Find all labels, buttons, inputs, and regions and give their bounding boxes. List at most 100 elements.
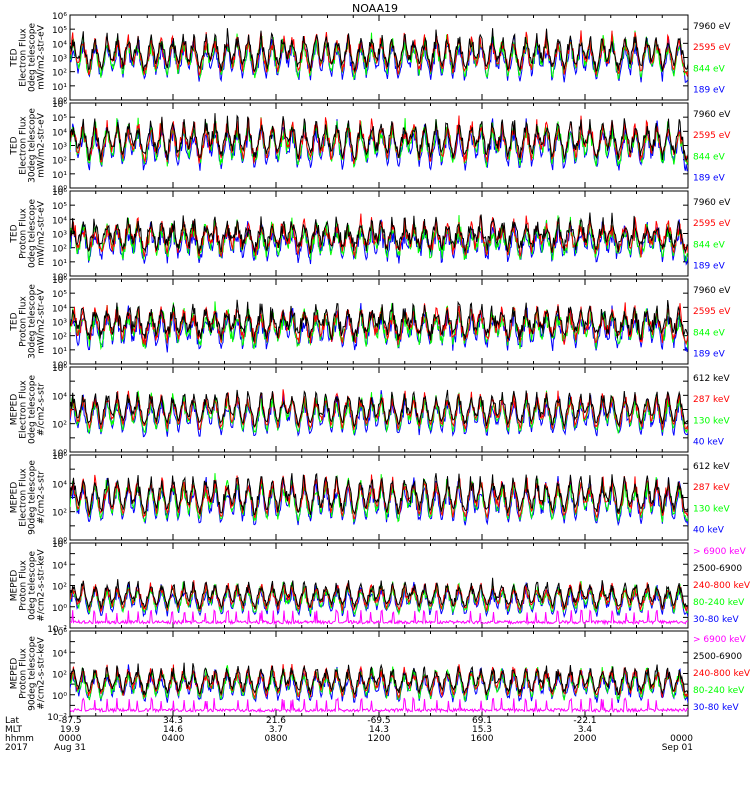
panels-group: 10⁰ 10¹ 10² 10³ 10⁴ 10⁵ 10⁶ TEDElectron Flux0de… [10, 12, 750, 723]
legend-entry: 7960 eV [693, 286, 731, 296]
legend-entry: 30-80 keV [693, 615, 739, 625]
y-tick-label: 10⁶ [52, 540, 67, 550]
legend-entry: 189 eV [693, 262, 726, 272]
x-tick-label: 0400 [162, 734, 185, 744]
x-tick-label: 1600 [471, 734, 494, 744]
y-tick-label: 10⁵ [52, 26, 67, 36]
y-tick-label: 10³ [52, 319, 67, 329]
panel-frame [69, 542, 689, 629]
y-tick-label: 10⁴ [52, 480, 67, 490]
panel-1: 10⁰ 10¹ 10² 10³ 10⁴ 10⁵ 10⁶ TEDElectron Flux0de… [10, 12, 732, 107]
x-tick-label: 3.7 [269, 725, 283, 735]
y-tick-label: 10⁴ [52, 649, 67, 659]
y-tick-label: 10⁰ [52, 97, 67, 107]
legend-entry: 2500-6900 [693, 652, 742, 662]
y-tick-label: 10⁰ [52, 692, 67, 702]
legend-entry: 7960 eV [693, 198, 731, 208]
y-tick-label: 10³ [52, 143, 67, 153]
y-tick-label: 10² [52, 245, 67, 255]
series-trace [70, 113, 688, 162]
y-axis-label: MEPEDProton Flux90deg telescope#/cm2-s-s… [10, 636, 47, 711]
x-row-name: hhmm [5, 734, 34, 744]
legend-entry: 240-800 keV [693, 581, 750, 591]
x-tick-label: 2000 [574, 734, 597, 744]
legend-entry: 2500-6900 [693, 564, 742, 574]
y-tick-label: 10¹ [52, 83, 67, 93]
legend-entry: 612 keV [693, 462, 730, 472]
series-group [70, 28, 688, 83]
y-tick-label: 10⁶ [52, 452, 67, 462]
x-tick-label: 19.9 [60, 725, 80, 735]
series-group [70, 212, 688, 266]
series-group [70, 577, 688, 626]
series-group [70, 662, 688, 714]
series-group [70, 389, 688, 438]
legend-entry: 189 eV [693, 174, 726, 184]
legend-entry: 287 keV [693, 483, 730, 493]
series-trace [70, 472, 688, 516]
x-row-name: MLT [5, 725, 23, 735]
series-trace [70, 28, 688, 72]
y-tick-label: 10⁴ [52, 392, 67, 402]
legend-entry: 844 eV [693, 240, 726, 250]
x-axis-labels: Lat -87.5 34.3 21.6 -69.5 69.1 -22.1 MLT 19.9 14.… [5, 716, 693, 753]
legend-entry: 844 eV [693, 152, 726, 162]
y-tick-label: 10⁵ [52, 202, 67, 212]
legend-entry: 2595 eV [693, 131, 731, 141]
legend-entry: 2595 eV [693, 219, 731, 229]
legend-entry: 40 keV [693, 526, 725, 536]
y-tick-label: 10² [52, 583, 67, 593]
x-tick-label: 1200 [368, 734, 391, 744]
y-tick-label: 10¹ [52, 171, 67, 181]
y-tick-label: 10⁰ [52, 273, 67, 283]
legend-entry: 189 eV [693, 86, 726, 96]
x-tick-label: 0800 [265, 734, 288, 744]
y-tick-label: 10³ [52, 55, 67, 65]
legend-entry: 612 keV [693, 374, 730, 384]
x-tick-label: 0000 [59, 734, 82, 744]
y-axis-label: TEDProton Flux0deg telescopemW/m2-str-eV [10, 199, 47, 269]
panel-3: 10⁰ 10¹ 10² 10³ 10⁴ 10⁵ 10⁶ TEDProton Flux0deg … [10, 188, 732, 283]
panel-5: 10⁰ 10² 10⁴ 10⁶ MEPEDElectron Flux0deg teles… [10, 364, 731, 459]
panel-frame [69, 102, 689, 189]
y-axis-label: TEDElectron Flux0deg telescopemW/m2-str-… [10, 23, 47, 93]
y-axis-label: TEDElectron Flux30deg telescopemW/m2-str… [10, 108, 47, 183]
y-tick-label: 10⁶ [52, 12, 67, 22]
x-tick-label: 34.3 [163, 716, 183, 726]
legend-entry: 287 keV [693, 395, 730, 405]
series-group [70, 299, 688, 353]
legend-entry: 30-80 keV [693, 703, 739, 713]
y-tick-label: 10⁴ [52, 304, 67, 314]
legend-entry: 844 eV [693, 328, 726, 338]
series-trace [70, 299, 688, 342]
series-trace [70, 696, 688, 714]
panel-4: 10⁰ 10¹ 10² 10³ 10⁴ 10⁵ 10⁶ TEDProton Flux30deg… [10, 276, 732, 371]
legend-entry: 7960 eV [693, 22, 731, 32]
x-tick-label: 15.3 [472, 725, 492, 735]
y-tick-label: 10⁰ [52, 449, 67, 459]
legend-entry: > 6900 keV [693, 635, 747, 645]
y-tick-label: 10⁵ [52, 114, 67, 124]
x-row-name: 2017 [5, 743, 28, 753]
x-tick-label: 3.4 [578, 725, 593, 735]
series-trace [70, 609, 688, 626]
legend-entry: 189 eV [693, 350, 726, 360]
y-tick-label: 10⁻² [47, 625, 67, 635]
y-tick-label: 10⁶ [52, 364, 67, 374]
y-axis-label: MEPEDElectron Flux0deg telescope#/cm2-s-… [10, 375, 47, 445]
y-tick-label: 10⁰ [52, 185, 67, 195]
legend-entry: 844 eV [693, 64, 726, 74]
y-tick-label: 10² [52, 333, 67, 343]
x-tick-label: -22.1 [573, 716, 596, 726]
series-trace [70, 662, 688, 696]
y-tick-label: 10² [52, 157, 67, 167]
y-tick-label: 10⁴ [52, 40, 67, 50]
y-tick-label: 10⁰ [52, 604, 67, 614]
legend-entry: 7960 eV [693, 110, 731, 120]
legend-entry: 130 keV [693, 504, 730, 514]
legend-entry: > 6900 keV [693, 547, 747, 557]
series-group [70, 472, 688, 527]
x-row-name: Lat [5, 716, 20, 726]
y-tick-label: 10⁶ [52, 628, 67, 638]
panel-2: 10⁰ 10¹ 10² 10³ 10⁴ 10⁵ 10⁶ TEDElectron Flux30d… [10, 100, 732, 195]
